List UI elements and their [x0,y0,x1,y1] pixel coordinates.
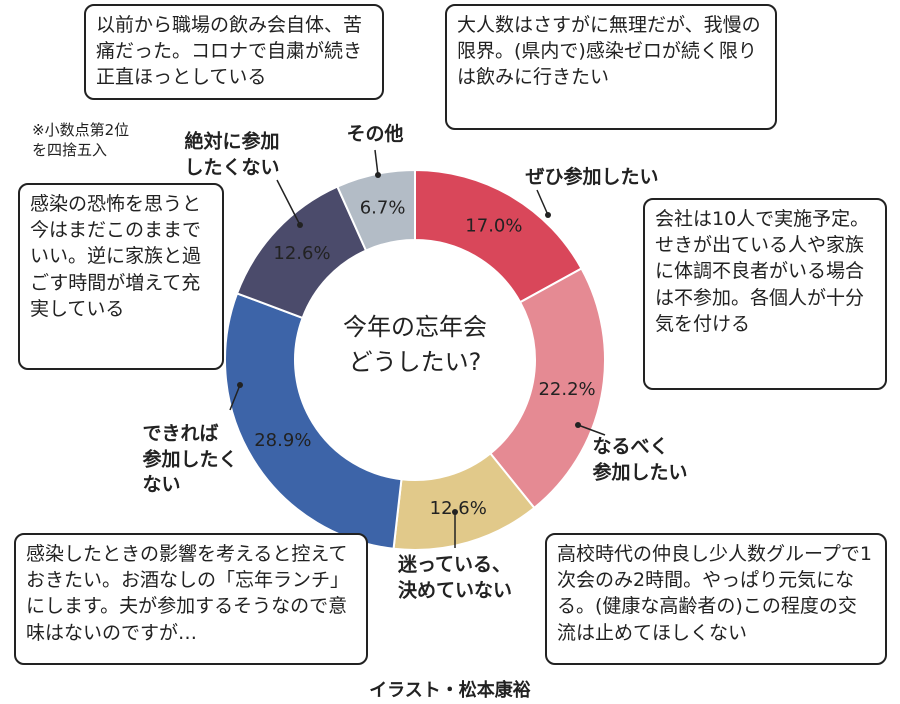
value-label: 6.7% [360,197,406,218]
credit: イラスト・松本康裕 [369,680,531,701]
leader-dot [237,382,243,388]
category-label: 絶対に参加 したくない [184,130,280,178]
leader-dot [375,172,381,178]
speech-bubble: 感染の恐怖を思うと今はまだこのままでいい。逆に家族と過ごす時間が増えて充実してい… [18,183,224,370]
leader-dot [452,509,458,515]
donut-segment [224,292,403,550]
leader-dot [297,222,303,228]
value-label: 28.9% [254,430,311,451]
value-label: 12.6% [273,243,330,264]
category-label: できれば 参加したく ない [142,422,238,496]
note: ※小数点第2位 を四捨五入 [32,121,130,160]
speech-bubble: 高校時代の仲良し少人数グループで1次会のみ2時間。やっぱり元気になる。(健康な高… [545,533,887,665]
donut-segment [488,267,606,510]
value-label: 17.0% [465,216,522,237]
value-label: 22.2% [538,379,595,400]
leader-line [374,149,379,176]
category-label: 迷っている、 決めていない [397,553,513,601]
category-label: その他 [346,123,404,146]
leader-line [229,384,241,411]
leader-dot [575,422,581,428]
leader-dot [545,212,551,218]
speech-bubble: 大人数はさすがに無理だが、我慢の限界。(県内で)感染ゼロが続く限りは飲みに行きた… [445,4,777,130]
speech-bubble: 以前から職場の飲み会自体、苦痛だった。コロナで自粛が続き正直ほっとしている [84,4,384,100]
donut-segment [336,168,416,252]
value-label: 12.6% [430,498,487,519]
speech-bubble: 会社は10人で実施予定。せきが出ている人や家族に体調不良者がいる場合は不参加。各… [643,198,887,390]
leader-line [577,424,606,436]
leader-line [276,179,301,226]
leader-line [536,189,549,216]
chart-title: 今年の忘年会 どうしたい? [343,313,487,376]
speech-bubble: 感染したときの影響を考えると控えておきたい。お酒なしの「忘年ランチ」にします。夫… [14,533,368,665]
category-label: ぜひ参加したい [525,166,659,189]
category-label: なるべく 参加したい [592,435,688,483]
